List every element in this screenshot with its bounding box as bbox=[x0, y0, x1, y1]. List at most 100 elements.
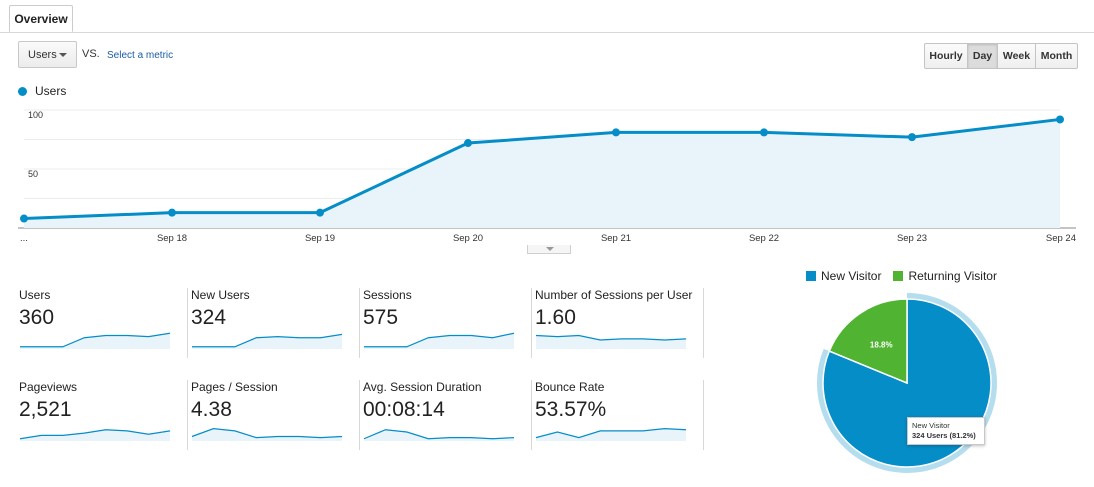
metric-value: 324 bbox=[191, 306, 227, 329]
chevron-down-icon bbox=[546, 247, 554, 251]
pie-legend-label: Returning Visitor bbox=[908, 269, 997, 283]
metric-value: 575 bbox=[363, 306, 399, 329]
sparkline-line bbox=[535, 334, 687, 341]
data-point[interactable] bbox=[612, 128, 620, 137]
card-divider bbox=[359, 288, 360, 358]
metric-label: Pageviews bbox=[19, 380, 78, 394]
data-point[interactable] bbox=[1056, 115, 1064, 124]
card-divider bbox=[531, 380, 532, 450]
data-point[interactable] bbox=[760, 128, 768, 137]
visitor-pie-chart: 18.8% bbox=[817, 293, 997, 473]
metric-card-sessions-per-user[interactable]: Number of Sessions per User 1.60 bbox=[535, 288, 704, 358]
chevron-down-icon bbox=[59, 53, 67, 57]
tab-overview[interactable]: Overview bbox=[9, 5, 73, 32]
metric-label: Pages / Session bbox=[191, 380, 278, 394]
metric-card-bounce-rate[interactable]: Bounce Rate 53.57% bbox=[535, 380, 704, 450]
data-point[interactable] bbox=[464, 139, 472, 148]
sparkline-line bbox=[192, 333, 343, 348]
tab-bar: Overview bbox=[0, 0, 1094, 33]
card-divider bbox=[187, 380, 188, 450]
metric-value: 2,521 bbox=[19, 398, 72, 421]
data-point[interactable] bbox=[908, 133, 916, 142]
metric-card-sessions[interactable]: Sessions 575 bbox=[363, 288, 532, 358]
metric-dropdown[interactable]: Users bbox=[18, 41, 77, 68]
sparkline bbox=[20, 332, 171, 349]
x-tick-label: Sep 19 bbox=[305, 233, 335, 244]
series-line bbox=[23, 117, 1061, 221]
data-point[interactable] bbox=[168, 208, 176, 217]
sparkline-line bbox=[191, 428, 343, 439]
chart-resize-handle[interactable] bbox=[527, 245, 571, 254]
metric-label: New Users bbox=[191, 288, 250, 302]
metric-label: Number of Sessions per User bbox=[535, 288, 693, 302]
sparkline-line bbox=[19, 429, 171, 440]
sparkline-area bbox=[192, 428, 342, 441]
day-button[interactable]: Day bbox=[968, 44, 998, 68]
pie-legend-item-returning-visitor[interactable]: Returning Visitor bbox=[893, 269, 997, 283]
metric-label: Avg. Session Duration bbox=[363, 380, 482, 394]
hourly-button[interactable]: Hourly bbox=[925, 44, 968, 68]
metric-label: Bounce Rate bbox=[535, 380, 605, 394]
metric-value: 53.57% bbox=[535, 398, 607, 421]
select-metric-link[interactable]: Select a metric bbox=[107, 50, 174, 61]
data-point[interactable] bbox=[20, 214, 28, 223]
series-area bbox=[24, 119, 1060, 228]
x-tick-label: Sep 24 bbox=[1046, 233, 1076, 244]
card-divider bbox=[703, 288, 704, 358]
legend-square-icon bbox=[806, 271, 816, 281]
interval-button-group: Hourly Day Week Month bbox=[924, 43, 1078, 69]
pie-legend: New Visitor Returning Visitor bbox=[806, 269, 1009, 283]
x-tick-label: Sep 22 bbox=[749, 233, 779, 244]
legend-square-icon bbox=[893, 271, 904, 281]
y-tick-label: 50 bbox=[28, 169, 38, 179]
legend-dot-icon bbox=[18, 86, 27, 96]
sparkline-line bbox=[535, 428, 687, 439]
pie-slice[interactable] bbox=[828, 298, 908, 385]
card-divider bbox=[359, 380, 360, 450]
sparkline-area bbox=[536, 428, 686, 441]
week-button[interactable]: Week bbox=[998, 44, 1036, 68]
metric-value: 360 bbox=[19, 306, 55, 329]
users-line-chart: 100 50... Sep 18 Sep 19 Sep 20 Sep 21 Sep 22 Se… bbox=[18, 109, 1076, 244]
month-button[interactable]: Month bbox=[1040, 50, 1073, 62]
y-tick-label: 100 bbox=[28, 110, 43, 120]
tooltip-title: New Visitor bbox=[912, 421, 950, 430]
x-tick-label: Sep 21 bbox=[601, 233, 631, 244]
pie-slice-label: 18.8% bbox=[870, 341, 893, 350]
metric-label: Users bbox=[19, 288, 51, 302]
sparkline-area bbox=[364, 333, 514, 349]
metric-card-new-users[interactable]: New Users 324 bbox=[191, 288, 360, 358]
metric-card-pages-per-session[interactable]: Pages / Session 4.38 bbox=[191, 380, 360, 450]
legend-label: Users bbox=[35, 84, 67, 98]
tab-divider bbox=[0, 32, 1094, 33]
metric-card-pageviews[interactable]: Pageviews 2,521 bbox=[19, 380, 188, 450]
sparkline-line bbox=[20, 332, 171, 348]
x-tick-label: Sep 18 bbox=[157, 233, 187, 244]
pie-legend-label: New Visitor bbox=[821, 269, 882, 283]
sparkline-area bbox=[20, 333, 170, 349]
card-divider bbox=[187, 288, 188, 358]
sparkline bbox=[19, 429, 171, 441]
sparkline bbox=[191, 428, 343, 441]
metric-card-avg-session-duration[interactable]: Avg. Session Duration 00:08:14 bbox=[363, 380, 532, 450]
sparkline bbox=[192, 333, 343, 349]
sparkline bbox=[535, 428, 687, 441]
sparkline-area bbox=[364, 429, 514, 441]
metric-dropdown-label: Users bbox=[28, 48, 57, 61]
sparkline bbox=[363, 429, 515, 441]
sparkline bbox=[364, 332, 515, 349]
sparkline-area bbox=[536, 335, 686, 349]
pie-legend-item-new-visitor[interactable]: New Visitor bbox=[806, 269, 881, 283]
data-point[interactable] bbox=[316, 208, 324, 217]
sparkline-line bbox=[363, 429, 515, 440]
chart-legend[interactable]: Users bbox=[18, 84, 66, 98]
x-tick-label: ... bbox=[20, 233, 28, 244]
pie-tooltip: New Visitor 324 Users (81.2%) bbox=[907, 417, 985, 445]
card-divider bbox=[531, 288, 532, 358]
metric-value: 00:08:14 bbox=[363, 398, 445, 421]
sparkline-area bbox=[20, 429, 170, 441]
sparkline-line bbox=[364, 332, 515, 348]
metric-card-users[interactable]: Users 360 bbox=[19, 288, 188, 358]
metric-value: 1.60 bbox=[535, 306, 576, 329]
metric-label: Sessions bbox=[363, 288, 412, 302]
